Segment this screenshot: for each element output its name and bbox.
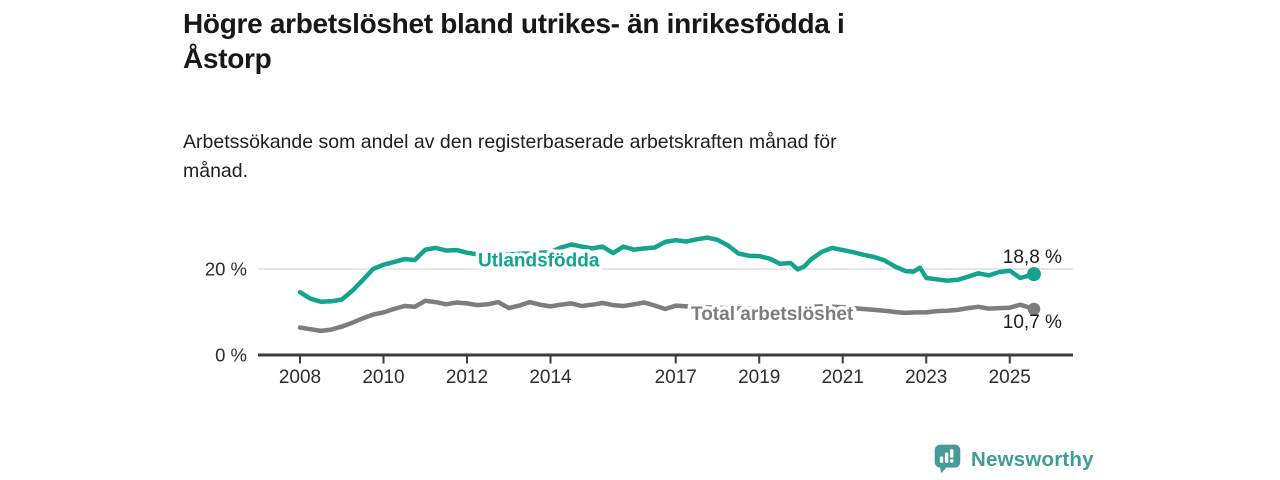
x-axis-label-2008: 2008 — [279, 367, 321, 388]
y-axis-label-20: 20 % — [205, 259, 247, 280]
newsworthy-wordmark: Newsworthy — [971, 447, 1094, 471]
chart-title: Högre arbetslöshet bland utrikes- än inr… — [183, 6, 1043, 76]
x-axis-label-2010: 2010 — [362, 367, 404, 388]
series-end-dot-utlandsfodda — [1026, 267, 1041, 282]
chart-subtitle-line-1: Arbetssökande som andel av den registerb… — [183, 131, 837, 153]
chart-title-line-2: Åstorp — [183, 43, 272, 74]
series-line-utlandsfodda — [297, 235, 1037, 304]
newsworthy-logo: Newsworthy — [933, 443, 1094, 476]
chart-subtitle-line-2: månad. — [183, 160, 249, 182]
x-axis-label-2019: 2019 — [738, 367, 780, 388]
newsworthy-bar-chart-icon — [934, 444, 961, 474]
series-end-value-total: 10,7 % — [1003, 312, 1062, 333]
chart-title-line-1: Högre arbetslöshet bland utrikes- än inr… — [183, 8, 845, 39]
chart-subtitle: Arbetssökande som andel av den registerb… — [183, 128, 1043, 186]
series-end-dot-total — [1027, 302, 1041, 316]
x-axis-label-2021: 2021 — [822, 367, 864, 388]
series-end-value-utlandsfodda: 18,8 % — [1003, 247, 1062, 268]
x-axis-label-2014: 2014 — [529, 367, 572, 388]
series-label-total: Total arbetslöshet — [691, 304, 854, 325]
y-axis-label-0: 0 % — [215, 345, 247, 366]
x-axis-label-2023: 2023 — [905, 367, 947, 388]
x-axis-label-2017: 2017 — [655, 367, 697, 388]
series-line-total — [297, 298, 1037, 334]
x-axis-label-2012: 2012 — [446, 367, 488, 388]
x-axis-label-2025: 2025 — [989, 367, 1031, 388]
series-label-utlandsfodda: Utlandsfödda — [478, 251, 600, 272]
